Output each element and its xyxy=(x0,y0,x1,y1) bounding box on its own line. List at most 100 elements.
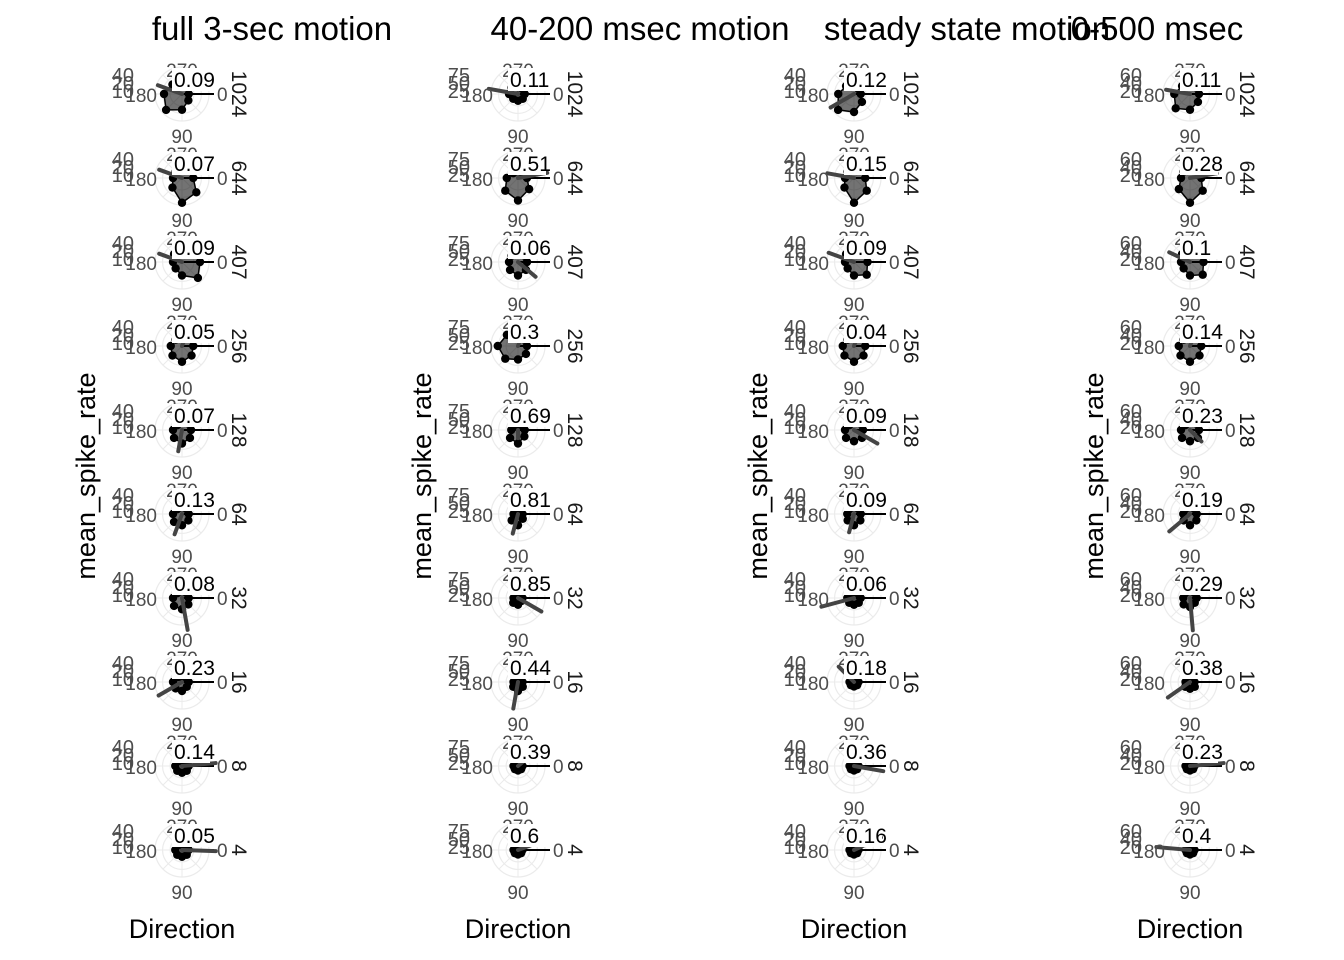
radial-tick: 10 xyxy=(112,669,134,691)
angle-tick: 0 xyxy=(889,673,900,694)
facet-strip-label: 407 xyxy=(563,244,586,279)
value-label: 0.08 xyxy=(174,573,215,596)
value-label: 0.19 xyxy=(1182,489,1223,512)
facet-strip-label: 1024 xyxy=(899,71,922,118)
angle-tick: 90 xyxy=(507,127,528,148)
direction-vector xyxy=(156,680,184,698)
radial-tick: 60 xyxy=(1120,401,1142,423)
value-label: 0.05 xyxy=(174,825,215,848)
radial-tick: 50 xyxy=(448,73,470,95)
x-axis-title: Direction xyxy=(801,914,908,944)
angle-tick: 90 xyxy=(171,127,192,148)
angle-tick: 0 xyxy=(889,253,900,274)
radial-tick: 20 xyxy=(112,73,134,95)
data-point xyxy=(1195,351,1204,360)
data-point xyxy=(1185,437,1195,446)
angle-tick: 180 xyxy=(461,170,493,191)
x-axis-title: Direction xyxy=(465,914,572,944)
angle-tick: 180 xyxy=(125,170,157,191)
angle-tick: 90 xyxy=(507,799,528,820)
radial-tick: 20 xyxy=(784,577,806,599)
data-point xyxy=(1177,433,1187,443)
radial-tick: 10 xyxy=(112,333,134,355)
radial-tick: 20 xyxy=(1120,165,1142,187)
facet-row-4: 2701800907550250.64 xyxy=(448,817,586,904)
radial-tick: 25 xyxy=(448,249,470,271)
value-label: 0.07 xyxy=(174,153,215,176)
angle-tick: 180 xyxy=(1133,86,1165,107)
angle-tick: 90 xyxy=(843,883,864,904)
angle-tick: 90 xyxy=(1179,127,1200,148)
data-point xyxy=(1171,104,1180,113)
radial-tick: 40 xyxy=(784,569,806,591)
direction-vector xyxy=(1188,761,1226,768)
value-label-box xyxy=(844,740,882,763)
angle-tick: 0 xyxy=(553,421,564,442)
facet-row-4: 2701800904020100.054 xyxy=(112,817,250,904)
data-point xyxy=(1185,105,1195,114)
radial-tick: 40 xyxy=(784,821,806,843)
direction-vector xyxy=(510,512,520,536)
radial-tick: 75 xyxy=(448,65,470,87)
value-label-box xyxy=(172,152,210,175)
data-point xyxy=(184,96,193,105)
angle-tick: 180 xyxy=(125,842,157,863)
value-label-box xyxy=(508,236,546,259)
angle-tick: 0 xyxy=(1225,169,1236,190)
angle-tick: 180 xyxy=(125,86,157,107)
data-point xyxy=(168,183,177,192)
data-point xyxy=(177,271,187,280)
facet-strip-label: 128 xyxy=(1235,412,1258,447)
radial-tick: 40 xyxy=(784,401,806,423)
value-label-box xyxy=(844,152,882,175)
data-point xyxy=(840,183,849,192)
x-axis-title: Direction xyxy=(1137,914,1244,944)
data-point xyxy=(1192,516,1201,525)
data-point xyxy=(161,105,171,115)
angle-tick: 90 xyxy=(843,463,864,484)
value-label: 0.85 xyxy=(510,573,551,596)
data-point xyxy=(159,89,169,99)
radial-tick: 40 xyxy=(1120,577,1142,599)
radial-tick: 10 xyxy=(112,81,134,103)
radial-tick: 25 xyxy=(448,753,470,775)
facet-strip-label: 32 xyxy=(227,586,250,609)
radial-tick: 20 xyxy=(112,409,134,431)
radial-tick: 40 xyxy=(1120,409,1142,431)
facet-strip-label: 407 xyxy=(1235,244,1258,279)
data-point xyxy=(1176,351,1185,360)
angle-tick: 90 xyxy=(1179,547,1200,568)
value-label-box xyxy=(1180,404,1218,427)
value-label-box xyxy=(1180,152,1218,175)
angle-tick: 0 xyxy=(1225,253,1236,274)
radial-tick: 60 xyxy=(1120,149,1142,171)
value-label-box xyxy=(1180,236,1218,259)
y-axis-title: mean_spike_rate xyxy=(743,372,773,579)
value-label-box xyxy=(844,236,882,259)
facet-strip-label: 4 xyxy=(1235,844,1258,856)
angle-tick: 0 xyxy=(1225,673,1236,694)
angle-tick: 0 xyxy=(889,589,900,610)
data-point xyxy=(1185,271,1195,280)
radial-tick: 50 xyxy=(448,409,470,431)
value-label-box xyxy=(508,68,546,91)
radial-tick: 75 xyxy=(448,233,470,255)
angle-tick: 90 xyxy=(843,211,864,232)
radial-tick: 40 xyxy=(112,65,134,87)
radial-tick: 20 xyxy=(1120,501,1142,523)
data-point xyxy=(513,271,523,280)
angle-tick: 180 xyxy=(125,338,157,359)
angle-tick: 0 xyxy=(553,673,564,694)
facet-strip-label: 4 xyxy=(899,844,922,856)
radial-tick: 40 xyxy=(1120,325,1142,347)
angle-tick: 90 xyxy=(507,379,528,400)
